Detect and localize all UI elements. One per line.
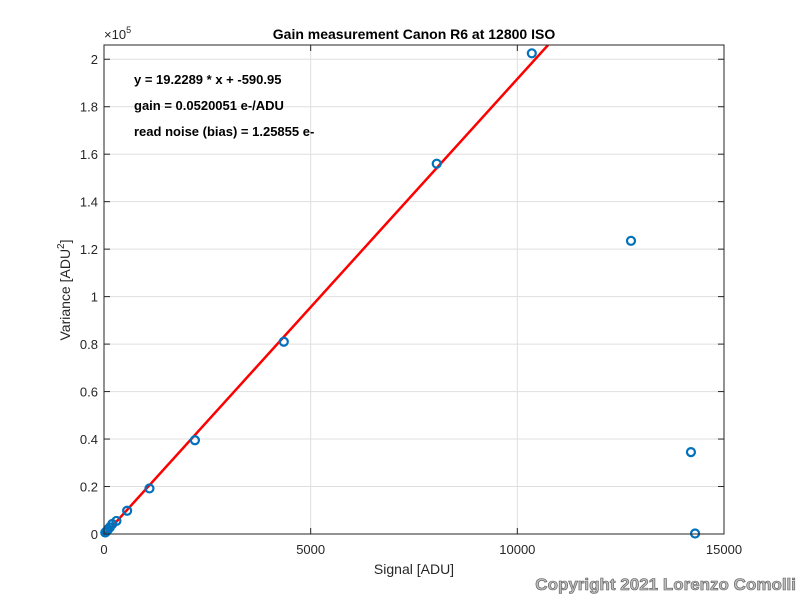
data-point — [526, 48, 537, 59]
fit-annotation: gain = 0.0520051 e-/ADU — [134, 98, 284, 113]
data-point — [111, 515, 122, 527]
data-points — [100, 48, 701, 539]
data-point — [189, 435, 201, 446]
data-point — [144, 483, 155, 494]
y-tick-label: 0.4 — [80, 432, 98, 447]
y-tick-label: 0 — [91, 527, 98, 542]
fit-line-group — [104, 45, 550, 534]
data-point — [122, 505, 133, 516]
data-point — [278, 336, 289, 347]
y-tick-label: 1.8 — [80, 100, 98, 115]
x-tick-label: 0 — [100, 542, 107, 557]
data-point — [431, 158, 442, 169]
y-axis-label-main: Variance [ADU — [57, 249, 73, 341]
x-axis-label: Signal [ADU] — [374, 561, 454, 577]
y-exponent: ×105 — [104, 25, 131, 42]
fit-annotation: read noise (bias) = 1.25855 e- — [134, 124, 314, 139]
y-axis-label-sup: 2 — [56, 243, 67, 249]
x-tick-label: 5000 — [296, 542, 325, 557]
y-exponent-power: 5 — [126, 25, 131, 35]
y-tick-label: 0.2 — [80, 480, 98, 495]
axis-ticks: 0 5000 10000 15000 0 0.2 0.4 0.6 0.8 1 1.2 1.4 1.6 1.… — [80, 45, 742, 557]
y-tick-label: 2 — [91, 52, 98, 67]
y-axis-label: Variance [ADU2] — [56, 239, 73, 340]
y-exponent-base: ×10 — [104, 27, 126, 42]
y-tick-label: 0.6 — [80, 385, 98, 400]
y-tick-label: 1.6 — [80, 147, 98, 162]
x-tick-label: 10000 — [499, 542, 535, 557]
y-axis-label-close: ] — [57, 239, 73, 243]
y-tick-label: 1.2 — [80, 242, 98, 257]
data-point — [685, 447, 697, 458]
fit-annotations: y = 19.2289 * x + -590.95 gain = 0.052005… — [134, 72, 314, 139]
fit-line — [104, 45, 550, 534]
copyright-watermark: Copyright 2021 Lorenzo Comolli — [535, 575, 796, 594]
x-tick-label: 15000 — [706, 542, 742, 557]
fit-annotation: y = 19.2289 * x + -590.95 — [134, 72, 281, 87]
y-tick-label: 1.4 — [80, 195, 98, 210]
chart-title: Gain measurement Canon R6 at 12800 ISO — [273, 26, 556, 42]
y-tick-label: 0.8 — [80, 337, 98, 352]
data-point — [625, 235, 637, 246]
y-tick-label: 1 — [91, 290, 98, 305]
axes-box — [103, 44, 725, 535]
grid-lines — [103, 45, 725, 535]
